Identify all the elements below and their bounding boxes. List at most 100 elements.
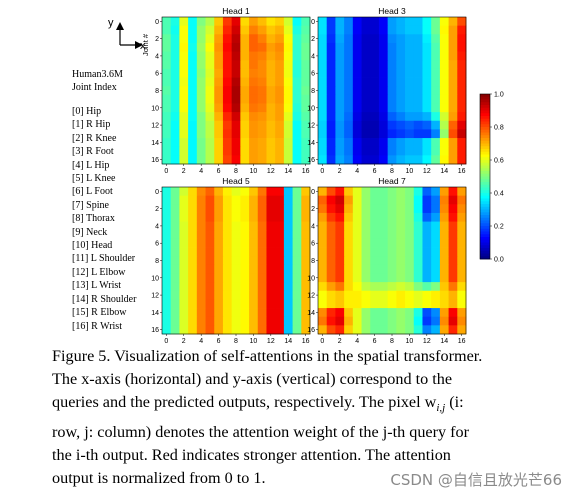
heatmap-cell <box>205 86 215 96</box>
heatmap-cell <box>205 264 215 274</box>
heatmap-cell <box>301 273 311 283</box>
heatmap-cell <box>162 138 172 148</box>
heatmap-cell <box>370 60 380 70</box>
heatmap-cell <box>266 34 276 44</box>
caption-line: Figure 5. Visualization of self-attentio… <box>52 347 483 365</box>
joint-item: [0] Hip <box>72 106 102 117</box>
heatmap-cell <box>222 42 233 52</box>
heatmap-cell <box>275 94 285 104</box>
x-tick-label: 6 <box>217 168 221 175</box>
colorbar-segment <box>480 154 490 158</box>
heatmap-cell <box>335 42 345 52</box>
heatmap-cell <box>457 195 467 205</box>
colorbar-segment <box>480 223 490 227</box>
heatmap-cell <box>170 212 180 222</box>
heatmap-cell <box>422 120 432 130</box>
heatmap-cell <box>378 120 389 130</box>
heatmap-cell <box>196 51 206 61</box>
heatmap-cell <box>240 129 250 139</box>
heatmap-cell <box>405 138 415 148</box>
heatmap-cell <box>318 51 328 61</box>
heatmap-cell <box>457 60 467 70</box>
heatmap-cell <box>240 138 250 148</box>
heatmap-cell <box>231 299 241 309</box>
heatmap-cell <box>170 290 180 300</box>
heatmap-cell <box>249 112 259 122</box>
heatmap-cell <box>396 60 406 70</box>
heatmap-cell <box>457 42 467 52</box>
colorbar-segment <box>480 96 490 100</box>
heatmap-cell <box>405 86 415 96</box>
heatmap-cell <box>249 34 259 44</box>
colorbar-frame <box>479 93 491 260</box>
heatmap-cell <box>413 290 423 300</box>
heatmap-cell <box>179 34 189 44</box>
heatmap-cell <box>448 68 458 78</box>
heatmap-cell <box>335 256 345 266</box>
heatmap-cell <box>170 138 180 148</box>
heatmap-cell <box>335 221 345 231</box>
heatmap-cell <box>396 187 406 197</box>
heatmap-cell <box>205 230 215 240</box>
heatmap-cell <box>431 60 441 70</box>
heatmap-panel: Head 5 0 2 4 6 8 10 12 14 16 0 2 4 6 8 10 12 14 16 <box>151 176 311 345</box>
heatmap-cell <box>352 316 362 326</box>
heatmap-cell <box>214 204 224 214</box>
heatmap-cell <box>361 282 371 292</box>
heatmap-cell <box>188 112 198 122</box>
heatmap-cell <box>162 299 172 309</box>
colorbar-segment <box>480 253 490 257</box>
heatmap-cell <box>344 155 354 165</box>
heatmap-cell <box>301 77 311 87</box>
heatmap-cell <box>196 86 206 96</box>
heatmap-cell <box>275 325 285 335</box>
heatmap-cell <box>275 112 285 122</box>
heatmap-cell <box>422 34 432 44</box>
heatmap-cell <box>439 60 449 70</box>
heatmap-cell <box>335 290 345 300</box>
heatmap-cell <box>275 103 285 113</box>
heatmap-cell <box>257 187 267 197</box>
heatmap-cell <box>326 204 336 214</box>
heatmap-cell <box>179 86 189 96</box>
heatmap-cell <box>387 204 397 214</box>
heatmap-cell <box>214 230 224 240</box>
heatmap-cell <box>405 42 415 52</box>
heatmap-cell <box>457 299 467 309</box>
heatmap-cell <box>301 51 311 61</box>
heatmap-cell <box>205 42 215 52</box>
heatmap-cell <box>301 195 311 205</box>
joint-item: [5] L Knee <box>72 173 116 185</box>
heatmap-cell <box>301 60 311 70</box>
x-tick-label: 8 <box>234 338 238 345</box>
heatmap-cell <box>431 299 441 309</box>
heatmap-cell <box>162 120 172 130</box>
heatmap-cell <box>249 77 259 87</box>
heatmap-cell <box>301 264 311 274</box>
heatmap-cell <box>196 103 206 113</box>
heatmap-cell <box>431 42 441 52</box>
heatmap-cell <box>413 17 423 27</box>
heatmap-cell <box>231 51 241 61</box>
heatmap-cell <box>179 247 189 257</box>
heatmap-cell <box>413 51 423 61</box>
heatmap-cell <box>162 187 172 197</box>
heatmap-cell <box>179 316 189 326</box>
heatmap-cell <box>162 212 172 222</box>
heatmap-cell <box>352 51 362 61</box>
heatmap-cell <box>335 94 345 104</box>
heatmap-cell <box>283 247 293 257</box>
joint-index-legend: Human3.6M Joint Index [0] Hip [1] R Hip [2… <box>72 68 136 333</box>
heatmap-cell <box>249 290 259 300</box>
colorbar-segment <box>480 242 490 246</box>
heatmap-cell <box>205 68 215 78</box>
heatmap-cell <box>170 25 180 35</box>
heatmap-cell <box>361 316 371 326</box>
heatmap-cell <box>231 68 241 78</box>
heatmap-cell <box>439 230 449 240</box>
heatmap-cell <box>422 299 432 309</box>
heatmap-cell <box>405 325 415 335</box>
heatmap-cell <box>422 146 432 156</box>
heatmap-cell <box>457 221 467 231</box>
heatmap-cell <box>387 94 397 104</box>
